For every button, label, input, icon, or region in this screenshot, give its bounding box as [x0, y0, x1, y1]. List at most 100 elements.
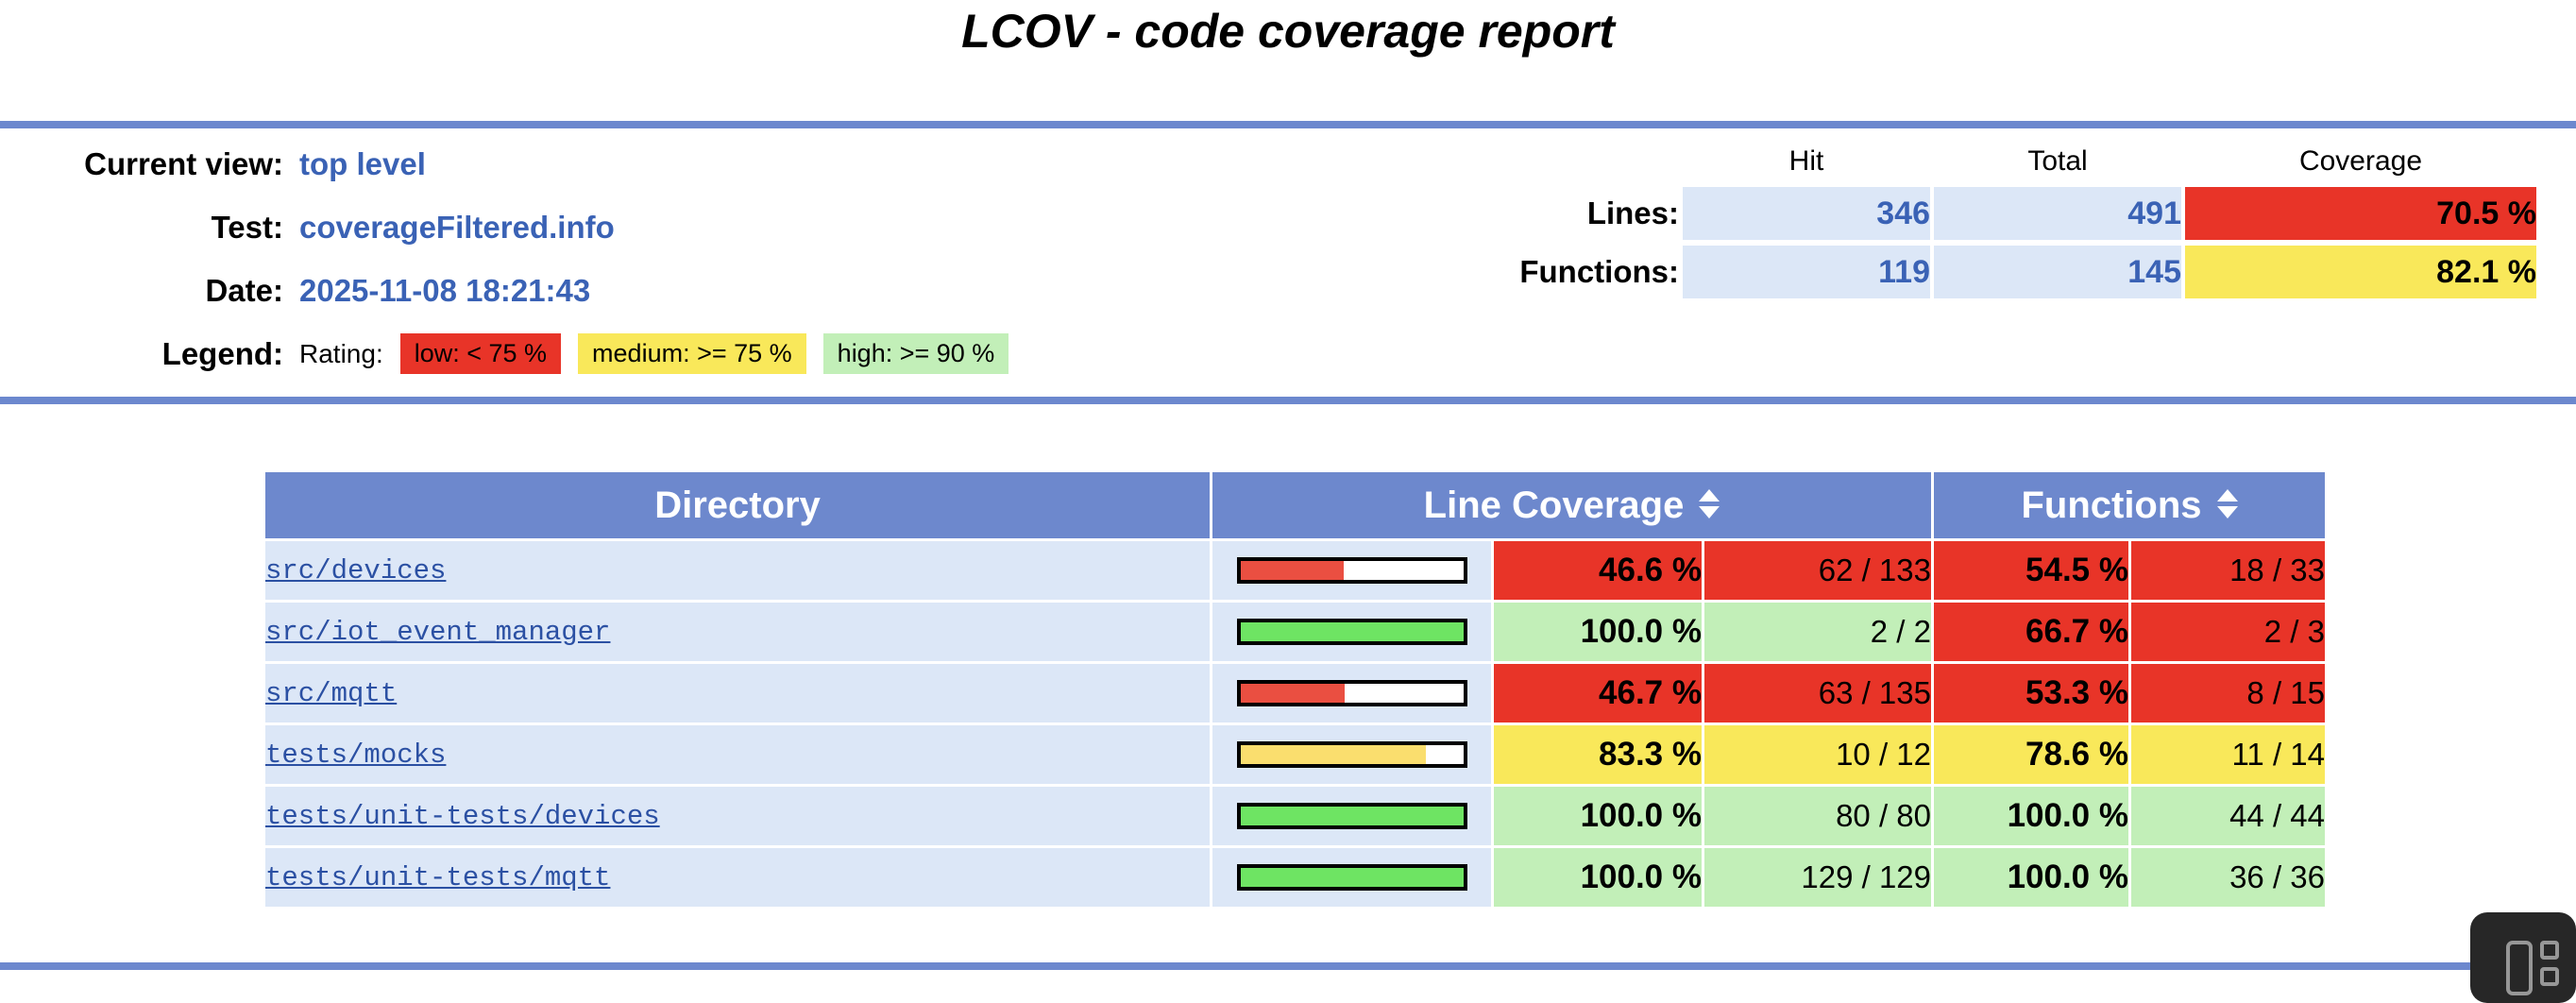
line-coverage-ratio-cell: 129 / 129: [1704, 848, 1931, 907]
coverage-bar: [1236, 741, 1467, 768]
coverage-bar-cell: [1212, 541, 1491, 600]
functions-coverage-value: 82.1 %: [2185, 246, 2536, 298]
overlay-widget-button[interactable]: [2470, 912, 2576, 1003]
coverage-bar-fill: [1240, 622, 1464, 641]
table-row: src/iot_event_manager 100.0 % 2 / 2 66.7…: [265, 603, 2325, 661]
directory-cell: src/devices: [265, 541, 1210, 600]
functions-column-header[interactable]: Functions: [1934, 472, 2325, 538]
line-coverage-ratio-cell: 80 / 80: [1704, 787, 1931, 845]
legend-chip-low: low: < 75 %: [399, 333, 562, 374]
line-coverage-ratio-cell: 63 / 135: [1704, 664, 1931, 722]
line-coverage-percent-cell: 46.7 %: [1494, 664, 1702, 722]
coverage-bar-cell: [1212, 848, 1491, 907]
functions-ratio-cell: 44 / 44: [2131, 787, 2325, 845]
coverage-bar: [1236, 619, 1467, 645]
directory-cell: src/mqtt: [265, 664, 1210, 722]
functions-ratio-cell: 2 / 3: [2131, 603, 2325, 661]
coverage-bar-fill: [1240, 745, 1427, 764]
directory-cell: tests/unit-tests/devices: [265, 787, 1210, 845]
functions-hit-value: 119: [1683, 246, 1930, 298]
coverage-bar-fill: [1240, 807, 1464, 825]
legend-row: Legend: Rating: low: < 75 % medium: >= 75…: [0, 322, 1009, 385]
horizontal-rule-top: [0, 121, 2576, 128]
line-coverage-header-label: Line Coverage: [1423, 484, 1685, 526]
coverage-bar-fill: [1240, 684, 1345, 703]
horizontal-rule-bottom: [0, 962, 2576, 970]
hit-column-header: Hit: [1788, 145, 1824, 177]
functions-total-value: 145: [1934, 246, 2181, 298]
line-coverage-ratio-cell: 2 / 2: [1704, 603, 1931, 661]
lines-label: Lines:: [1586, 196, 1679, 230]
coverage-bar-cell: [1212, 603, 1491, 661]
rating-label: Rating:: [299, 338, 383, 368]
page-title: LCOV - code coverage report: [961, 5, 1615, 58]
functions-percent-cell: 54.5 %: [1934, 541, 2128, 600]
current-view-label: Current view:: [84, 145, 283, 181]
directory-link[interactable]: src/iot_event_manager: [265, 616, 611, 648]
table-row: tests/unit-tests/mqtt 100.0 % 129 / 129 …: [265, 848, 2325, 907]
coverage-bar-cell: [1212, 725, 1491, 784]
directory-cell: src/iot_event_manager: [265, 603, 1210, 661]
legend-chips: low: < 75 % medium: >= 75 % high: >= 90 %: [383, 333, 1009, 374]
directory-link[interactable]: src/devices: [265, 554, 447, 586]
lines-stats-row: Lines: 346 491 70.5 %: [1462, 187, 2536, 240]
directory-cell: tests/unit-tests/mqtt: [265, 848, 1210, 907]
summary-stats-table: Hit Total Coverage Lines: 346 491 70.5 %…: [1458, 136, 2540, 304]
legend-chip-high: high: >= 90 %: [822, 333, 1009, 374]
legend-chip-medium: medium: >= 75 %: [578, 333, 806, 374]
table-row: tests/mocks 83.3 % 10 / 12 78.6 % 11 / 1…: [265, 725, 2325, 784]
functions-percent-cell: 53.3 %: [1934, 664, 2128, 722]
functions-ratio-cell: 18 / 33: [2131, 541, 2325, 600]
directory-link[interactable]: tests/unit-tests/devices: [265, 800, 660, 832]
header-info: Current view: top level Test: coverageFi…: [0, 132, 1009, 385]
total-column-header: Total: [2027, 145, 2088, 177]
lines-total-value: 491: [1934, 187, 2181, 240]
coverage-bar-fill: [1240, 561, 1345, 580]
directory-link[interactable]: tests/unit-tests/mqtt: [265, 861, 611, 893]
line-coverage-percent-cell: 100.0 %: [1494, 787, 1702, 845]
directory-coverage-table: Directory Line Coverage Functions src/de…: [263, 469, 2328, 910]
directory-link[interactable]: src/mqtt: [265, 677, 398, 709]
functions-ratio-cell: 36 / 36: [2131, 848, 2325, 907]
functions-header-label: Functions: [2021, 484, 2202, 526]
line-coverage-percent-cell: 100.0 %: [1494, 848, 1702, 907]
test-label: Test:: [211, 209, 283, 245]
coverage-bar-cell: [1212, 664, 1491, 722]
functions-percent-cell: 100.0 %: [1934, 787, 2128, 845]
sort-updown-icon[interactable]: [1699, 489, 1720, 519]
date-label: Date:: [205, 272, 283, 308]
directory-link[interactable]: tests/mocks: [265, 739, 447, 771]
line-coverage-percent-cell: 100.0 %: [1494, 603, 1702, 661]
test-row: Test: coverageFiltered.info: [0, 196, 1008, 259]
date-row: Date: 2025-11-08 18:21:43: [0, 259, 1008, 322]
functions-percent-cell: 66.7 %: [1934, 603, 2128, 661]
directory-column-header[interactable]: Directory: [265, 472, 1210, 538]
coverage-column-header: Coverage: [2298, 145, 2423, 177]
horizontal-rule-middle: [0, 397, 2576, 404]
table-row: tests/unit-tests/devices 100.0 % 80 / 80…: [265, 787, 2325, 845]
functions-stats-row: Functions: 119 145 82.1 %: [1462, 246, 2536, 298]
line-coverage-column-header[interactable]: Line Coverage: [1212, 472, 1931, 538]
coverage-bar: [1236, 864, 1467, 891]
functions-ratio-cell: 11 / 14: [2131, 725, 2325, 784]
functions-percent-cell: 100.0 %: [1934, 848, 2128, 907]
coverage-bar-cell: [1212, 787, 1491, 845]
functions-ratio-cell: 8 / 15: [2131, 664, 2325, 722]
lines-coverage-value: 70.5 %: [2185, 187, 2536, 240]
coverage-bar: [1236, 557, 1467, 584]
functions-label: Functions:: [1519, 254, 1679, 289]
sidebar-layout-icon: [2506, 941, 2559, 995]
test-value: coverageFiltered.info: [299, 209, 615, 245]
current-view-row: Current view: top level: [0, 132, 1008, 196]
stats-spacer: [1462, 142, 1679, 181]
coverage-bar: [1236, 680, 1467, 706]
current-view-value: top level: [299, 145, 426, 181]
functions-percent-cell: 78.6 %: [1934, 725, 2128, 784]
table-row: src/devices 46.6 % 62 / 133 54.5 % 18 / …: [265, 541, 2325, 600]
coverage-bar-fill: [1240, 868, 1464, 887]
legend-label: Legend:: [161, 335, 283, 371]
sort-updown-icon[interactable]: [2216, 489, 2238, 519]
table-row: src/mqtt 46.7 % 63 / 135 53.3 % 8 / 15: [265, 664, 2325, 722]
directory-cell: tests/mocks: [265, 725, 1210, 784]
coverage-bar: [1236, 803, 1467, 829]
